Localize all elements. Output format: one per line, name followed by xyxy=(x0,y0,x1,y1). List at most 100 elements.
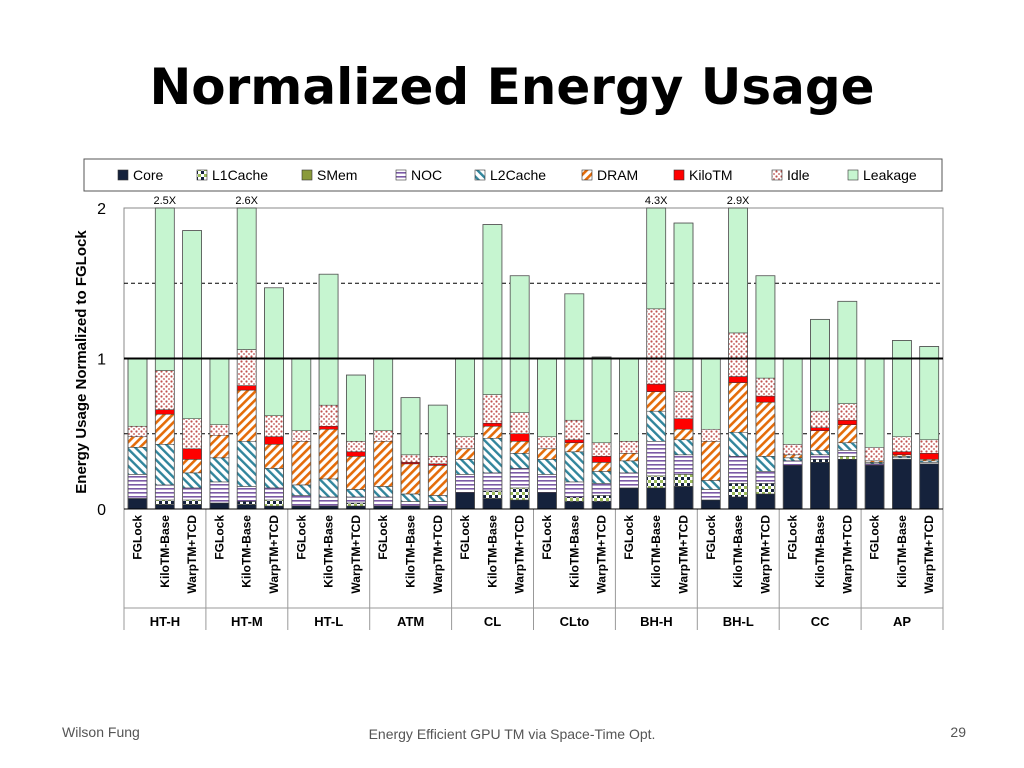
segment-l1cache xyxy=(810,459,830,463)
x-tick-label: WarpTM+TCD xyxy=(758,515,772,594)
bar-bh-h-kilotm-base xyxy=(646,207,667,510)
segment-idle xyxy=(892,436,912,453)
segment-leakage xyxy=(400,397,421,456)
group-label: HT-H xyxy=(150,614,180,629)
segment-noc xyxy=(291,495,312,507)
legend-label: Leakage xyxy=(863,167,917,183)
segment-idle xyxy=(428,456,448,465)
segment-leakage xyxy=(728,207,748,334)
segment-l2cache xyxy=(837,442,858,451)
segment-l1cache xyxy=(346,502,366,507)
bar-clto-kilotm-base xyxy=(564,293,585,510)
segment-noc xyxy=(782,460,803,466)
segment-idle xyxy=(155,370,175,410)
segment-kilotm xyxy=(182,448,202,460)
bar-ht-m-warptm-tcd xyxy=(264,287,284,510)
segment-idle xyxy=(400,454,421,463)
bar-ht-h-kilotm-base xyxy=(154,207,175,510)
segment-noc xyxy=(810,454,830,460)
legend-swatch xyxy=(581,169,593,181)
segment-core xyxy=(155,504,175,510)
segment-leakage xyxy=(919,346,939,441)
segment-kilotm xyxy=(509,433,530,442)
bar-bh-l-warptm-tcd xyxy=(755,275,776,510)
segment-noc xyxy=(318,496,339,507)
legend-swatch xyxy=(673,169,685,181)
segment-leakage xyxy=(127,358,148,427)
segment-dram xyxy=(509,441,530,454)
segment-noc xyxy=(537,474,557,493)
x-tick-label: KiloTM-Base xyxy=(731,515,745,588)
legend-label: Core xyxy=(133,167,164,183)
segment-noc xyxy=(455,474,475,493)
group-label: ATM xyxy=(397,614,424,629)
footer-talk-title: Energy Efficient GPU TM via Space-Time O… xyxy=(368,726,656,742)
segment-dram xyxy=(264,444,284,469)
bar-bh-l-fglock xyxy=(700,358,721,510)
segment-leakage xyxy=(782,358,803,445)
segment-l2cache xyxy=(155,444,175,486)
x-tick-label: WarpTM+TCD xyxy=(185,515,199,594)
segment-dram xyxy=(482,425,503,439)
segment-l1cache xyxy=(264,499,284,507)
bar-cc-fglock xyxy=(782,358,803,510)
segment-core xyxy=(537,492,557,510)
segment-noc xyxy=(646,441,666,477)
segment-idle xyxy=(591,442,612,457)
segment-kilotm xyxy=(810,427,830,431)
segment-idle xyxy=(864,447,885,462)
x-tick-label: WarpTM+TCD xyxy=(267,515,281,594)
segment-dram xyxy=(236,389,257,442)
bar-ht-h-warptm-tcd xyxy=(182,230,203,510)
legend-item-leakage: Leakage xyxy=(847,167,917,183)
segment-noc xyxy=(346,496,366,504)
segment-l2cache xyxy=(428,495,448,502)
x-tick-label: KiloTM-Base xyxy=(322,515,336,588)
segment-noc xyxy=(837,450,858,457)
segment-idle xyxy=(728,332,748,377)
segment-idle xyxy=(755,377,776,397)
x-tick-label: KiloTM-Base xyxy=(567,515,581,588)
segment-noc xyxy=(564,481,585,498)
bar-clto-warptm-tcd xyxy=(591,356,612,510)
x-tick-label: KiloTM-Base xyxy=(895,515,909,588)
segment-leakage xyxy=(755,275,776,379)
segment-l1cache xyxy=(155,499,175,505)
segment-noc xyxy=(428,501,448,507)
segment-l2cache xyxy=(482,438,503,474)
segment-dram xyxy=(701,441,721,481)
segment-idle xyxy=(537,436,557,450)
x-tick-label: FGLock xyxy=(131,515,145,560)
segment-l1cache xyxy=(482,490,503,499)
x-tick-label: WarpTM+TCD xyxy=(349,515,363,594)
segment-l2cache xyxy=(373,486,393,498)
segment-noc xyxy=(182,487,202,501)
segment-idle xyxy=(318,404,339,427)
segment-core xyxy=(728,496,748,510)
y-axis-label: Energy Usage Normalized to FGLock xyxy=(73,230,90,494)
bar-atm-kilotm-base xyxy=(400,397,421,510)
segment-core xyxy=(673,486,694,510)
segment-noc xyxy=(209,481,230,504)
segment-core xyxy=(455,492,475,510)
segment-core xyxy=(919,463,939,510)
x-tick-label: WarpTM+TCD xyxy=(431,515,445,594)
legend-label: L2Cache xyxy=(490,167,546,183)
segment-leakage xyxy=(591,356,612,444)
segment-leakage xyxy=(892,340,912,438)
bar-cc-kilotm-base xyxy=(810,318,830,510)
segment-idle xyxy=(810,410,830,428)
segment-dram xyxy=(646,391,666,412)
group-label: CL xyxy=(484,614,501,629)
bar-bh-h-warptm-tcd xyxy=(673,222,694,510)
segment-dram xyxy=(591,462,612,472)
segment-l2cache xyxy=(591,471,612,484)
bar-ap-fglock xyxy=(864,358,885,510)
segment-l2cache xyxy=(236,441,257,487)
chart-legend: Core L1Cache SMem NOC L2Cache DRAM KiloTM Idle L… xyxy=(83,158,943,192)
segment-core xyxy=(782,465,803,510)
segment-dram xyxy=(455,448,475,460)
segment-kilotm xyxy=(673,418,694,430)
segment-noc xyxy=(673,454,694,475)
segment-noc xyxy=(264,487,284,501)
